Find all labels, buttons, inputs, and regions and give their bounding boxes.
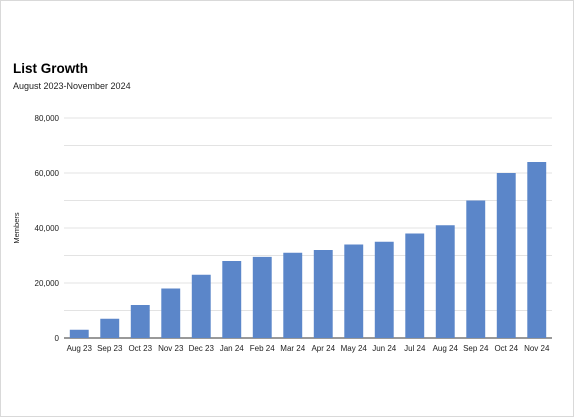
x-tick-label: Nov 23 xyxy=(158,344,184,353)
bar xyxy=(130,305,150,338)
x-tick-label: Oct 24 xyxy=(494,344,518,353)
y-tick-label: 80,000 xyxy=(35,114,60,123)
y-tick-label: 60,000 xyxy=(35,169,60,178)
y-axis-ticks: 0 20,000 40,000 60,000 80,000 xyxy=(35,114,60,343)
x-tick-label: Apr 24 xyxy=(311,344,335,353)
x-tick-label: Sep 24 xyxy=(463,344,489,353)
x-tick-label: Sep 23 xyxy=(97,344,123,353)
bar xyxy=(435,225,455,338)
bars xyxy=(69,162,547,338)
bar xyxy=(527,162,547,338)
bar xyxy=(344,244,364,338)
x-tick-label: Mar 24 xyxy=(280,344,305,353)
x-tick-label: May 24 xyxy=(341,344,368,353)
x-tick-label: Jun 24 xyxy=(372,344,397,353)
chart-title: List Growth xyxy=(13,61,88,76)
bar xyxy=(405,233,425,338)
bar xyxy=(374,241,394,338)
y-axis-label: Members xyxy=(12,212,21,244)
y-tick-label: 0 xyxy=(55,334,60,343)
bar xyxy=(191,274,211,338)
bar xyxy=(283,252,303,338)
bar xyxy=(466,200,486,338)
x-tick-label: Jul 24 xyxy=(404,344,426,353)
x-tick-label: Oct 23 xyxy=(128,344,152,353)
bar xyxy=(222,261,242,338)
x-tick-label: Aug 23 xyxy=(67,344,93,353)
bar xyxy=(69,329,89,338)
bar xyxy=(161,288,181,338)
x-tick-label: Jan 24 xyxy=(220,344,245,353)
y-tick-label: 20,000 xyxy=(35,279,60,288)
bar xyxy=(496,173,516,338)
y-tick-label: 40,000 xyxy=(35,224,60,233)
bar xyxy=(252,256,272,338)
x-axis-ticks: Aug 23 Sep 23 Oct 23 Nov 23 Dec 23 Jan 24 Feb … xyxy=(67,344,550,353)
chart-subtitle: August 2023-November 2024 xyxy=(13,81,131,91)
bar xyxy=(100,318,120,338)
x-tick-label: Nov 24 xyxy=(524,344,550,353)
bar xyxy=(313,250,333,338)
x-tick-label: Dec 23 xyxy=(189,344,215,353)
x-tick-label: Aug 24 xyxy=(433,344,459,353)
x-tick-label: Feb 24 xyxy=(250,344,275,353)
